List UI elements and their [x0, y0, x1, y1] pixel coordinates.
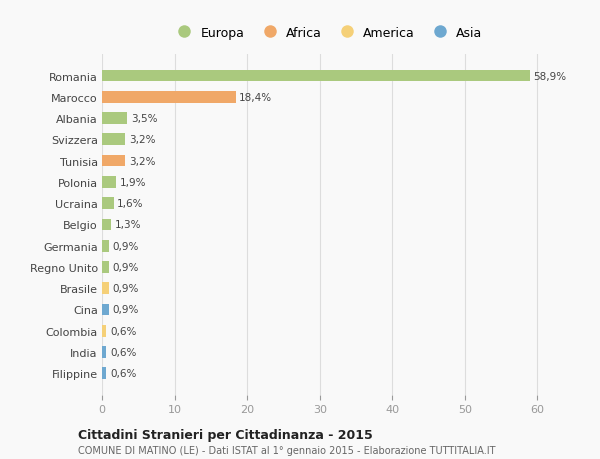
Text: 0,9%: 0,9%	[112, 241, 139, 251]
Bar	[102, 347, 106, 358]
Text: 0,9%: 0,9%	[112, 263, 139, 272]
Text: 3,2%: 3,2%	[129, 156, 155, 166]
Bar	[102, 368, 106, 379]
Text: 3,5%: 3,5%	[131, 114, 158, 124]
Text: COMUNE DI MATINO (LE) - Dati ISTAT al 1° gennaio 2015 - Elaborazione TUTTITALIA.: COMUNE DI MATINO (LE) - Dati ISTAT al 1°…	[78, 445, 496, 455]
Bar	[102, 219, 112, 231]
Text: 0,9%: 0,9%	[112, 305, 139, 315]
Text: 18,4%: 18,4%	[239, 93, 272, 102]
Text: 1,6%: 1,6%	[117, 199, 144, 209]
Bar	[102, 198, 113, 209]
Text: 0,9%: 0,9%	[112, 284, 139, 294]
Bar	[102, 325, 106, 337]
Legend: Europa, Africa, America, Asia: Europa, Africa, America, Asia	[169, 24, 485, 42]
Bar	[102, 71, 530, 82]
Text: 0,6%: 0,6%	[110, 326, 136, 336]
Bar	[102, 92, 236, 103]
Text: Cittadini Stranieri per Cittadinanza - 2015: Cittadini Stranieri per Cittadinanza - 2…	[78, 428, 373, 441]
Text: 58,9%: 58,9%	[533, 71, 566, 81]
Text: 0,6%: 0,6%	[110, 347, 136, 357]
Bar	[102, 134, 125, 146]
Bar	[102, 241, 109, 252]
Text: 3,2%: 3,2%	[129, 135, 155, 145]
Bar	[102, 113, 127, 125]
Text: 0,6%: 0,6%	[110, 369, 136, 379]
Bar	[102, 177, 116, 188]
Bar	[102, 156, 125, 167]
Text: 1,9%: 1,9%	[119, 178, 146, 187]
Text: 1,3%: 1,3%	[115, 220, 142, 230]
Bar	[102, 283, 109, 294]
Bar	[102, 262, 109, 273]
Bar	[102, 304, 109, 316]
